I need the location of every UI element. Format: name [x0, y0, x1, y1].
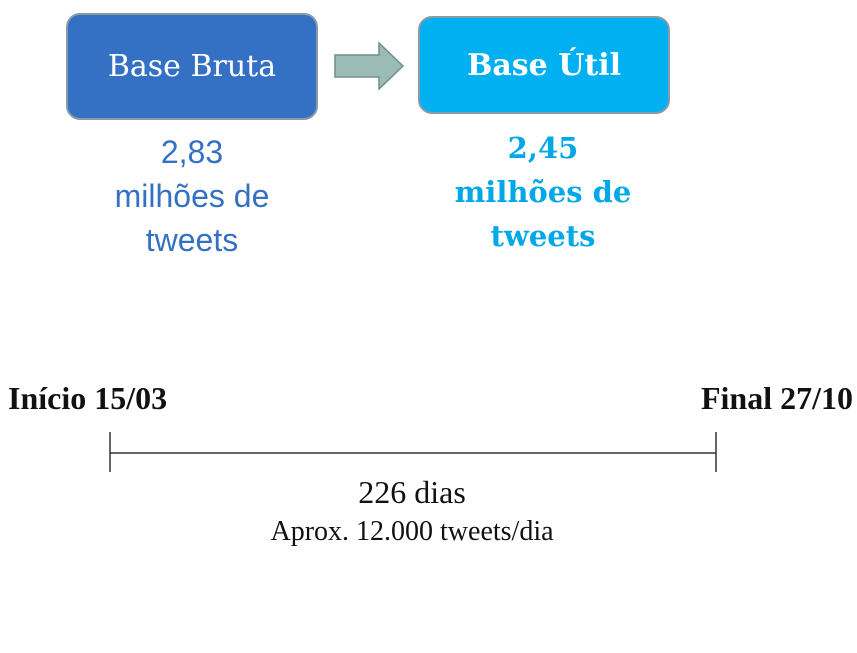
raw-base-label: Base Bruta: [107, 49, 277, 84]
useful-base-count-value: 2,45: [507, 131, 579, 165]
timeline-bar: [109, 432, 717, 472]
useful-base-count-noun: tweets: [490, 219, 596, 253]
timeline-duration: 226 dias: [358, 474, 466, 510]
useful-base-box: Base Útil: [418, 16, 670, 114]
useful-base-count: 2,45 milhões de tweets: [432, 126, 654, 258]
useful-base-label: Base Útil: [466, 47, 622, 83]
right-arrow-icon: [334, 41, 405, 91]
useful-base-count-unit: milhões de: [454, 175, 632, 209]
raw-base-count-unit: milhões de: [114, 178, 270, 214]
raw-base-count-noun: tweets: [145, 222, 239, 258]
raw-base-box: Base Bruta: [66, 13, 318, 120]
raw-base-count-value: 2,83: [160, 134, 224, 170]
raw-base-count: 2,83 milhões de tweets: [92, 130, 292, 262]
timeline-rate: Aprox. 12.000 tweets/dia: [270, 516, 554, 547]
timeline-end-label: Final 27/10: [700, 380, 853, 416]
timeline-start-label: Início 15/03: [8, 380, 168, 416]
